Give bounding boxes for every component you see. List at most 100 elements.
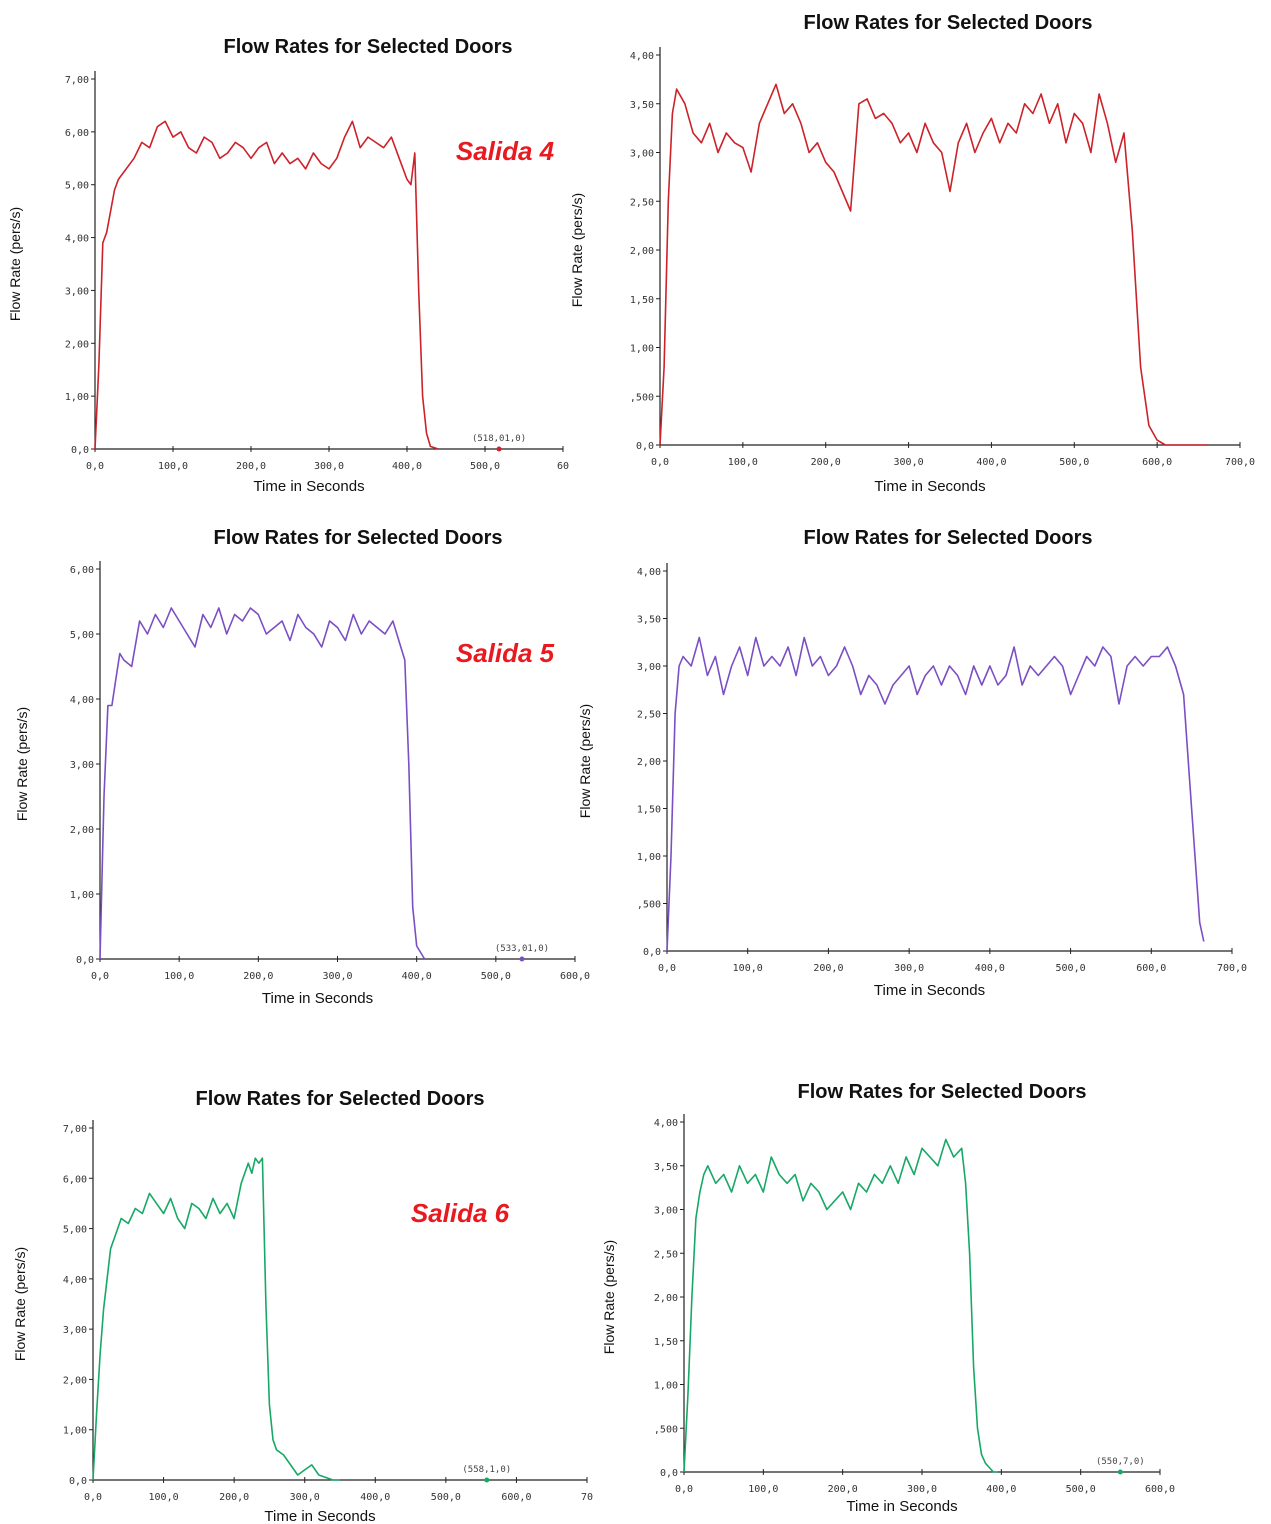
y-tick-label: 4,00 [654,1118,678,1129]
x-tick-label: 600,0 [1136,963,1166,974]
y-tick-label: 4,00 [63,1275,87,1286]
y-tick-label: 3,00 [637,662,661,673]
y-tick-label: 2,00 [630,246,654,257]
y-tick-label: ,500 [630,392,654,403]
y-tick-label: 7,00 [63,1124,87,1135]
y-tick-label: 3,00 [654,1206,678,1217]
cursor-marker-label: (518,01,0) [472,434,526,444]
x-axis-label: Time in Seconds [874,982,985,999]
y-tick-label: 1,00 [63,1426,87,1437]
y-axis-label: Flow Rate (pers/s) [577,704,593,818]
y-tick-label: 3,00 [65,286,89,297]
y-tick-label: 0,0 [636,441,654,452]
y-tick-label: ,500 [637,900,661,911]
chart-panel-4: Flow Rates for Selected Doors 0,0 100,0 200… [577,527,1247,999]
x-tick-label: 500,0 [1066,1484,1096,1495]
cursor-marker-label: (558,1,0) [462,1465,511,1475]
chart-title: Flow Rates for Selected Doors [196,1088,485,1110]
y-tick-label: 0,0 [660,1468,678,1479]
x-tick-label: 500,0 [431,1492,461,1503]
y-tick-label: 3,00 [70,760,94,771]
y-tick-label: 4,00 [65,234,89,245]
y-tick-label: 4,00 [637,567,661,578]
cursor-marker [496,446,502,452]
y-tick-label: 6,00 [70,565,94,576]
x-tick-label: 200,0 [828,1484,858,1495]
x-tick-label: 400,0 [976,457,1006,468]
y-tick-label: 2,00 [654,1293,678,1304]
y-tick-label: 2,00 [70,825,94,836]
y-tick-label: 4,00 [630,51,654,62]
y-tick-label: 1,00 [637,852,661,863]
x-tick-label: 300,0 [894,963,924,974]
x-tick-label: 400,0 [392,461,422,472]
y-tick-label: 3,00 [630,149,654,160]
exit-annotation: Salida 4 [456,136,555,166]
x-tick-label: 300,0 [314,461,344,472]
y-axis-label: Flow Rate (pers/s) [14,707,30,821]
x-tick-label: 60 [557,461,569,472]
x-axis-label: Time in Seconds [874,478,985,495]
x-tick-label: 600,0 [560,971,590,982]
y-tick-label: 7,00 [65,75,89,86]
y-tick-label: 5,00 [70,630,94,641]
y-tick-label: 2,00 [65,339,89,350]
y-tick-label: 5,00 [63,1225,87,1236]
chart-panel-5: Flow Rates for Selected Doors 0,0 100,0 200… [12,1088,593,1524]
series-line [94,120,439,450]
x-tick-label: 0,0 [675,1484,693,1495]
y-tick-label: 1,50 [637,805,661,816]
cursor-marker [484,1477,490,1483]
y-tick-label: ,500 [654,1424,678,1435]
x-tick-label: 0,0 [658,963,676,974]
x-tick-label: 600,0 [1145,1484,1175,1495]
y-tick-label: 0,0 [76,955,94,966]
x-tick-label: 400,0 [986,1484,1016,1495]
x-tick-label: 100,0 [158,461,188,472]
y-tick-label: 6,00 [63,1174,87,1185]
x-tick-label: 700,0 [1217,963,1247,974]
x-tick-label: 200,0 [813,963,843,974]
y-tick-label: 3,50 [637,615,661,626]
series-line [99,607,426,960]
cursor-marker-label: (550,7,0) [1096,1457,1145,1467]
x-tick-label: 500,0 [1059,457,1089,468]
chart-title: Flow Rates for Selected Doors [804,12,1093,34]
cursor-marker-label: (533,01,0) [495,944,549,954]
x-tick-label: 70 [581,1492,593,1503]
series-line [92,1157,340,1481]
x-tick-label: 600,0 [501,1492,531,1503]
y-tick-label: 1,00 [65,392,89,403]
x-tick-label: 300,0 [907,1484,937,1495]
y-axis-label: Flow Rate (pers/s) [12,1247,28,1361]
x-tick-label: 300,0 [290,1492,320,1503]
x-tick-label: 400,0 [402,971,432,982]
y-tick-label: 0,0 [69,1476,87,1487]
x-tick-label: 100,0 [149,1492,179,1503]
chart-panel-1: Flow Rates for Selected Doors 0,0 100,0 200… [7,36,569,495]
exit-annotation: Salida 5 [456,638,555,668]
y-axis-label: Flow Rate (pers/s) [601,1240,617,1354]
y-tick-label: 2,50 [654,1249,678,1260]
x-tick-label: 200,0 [811,457,841,468]
chart-title: Flow Rates for Selected Doors [214,527,503,549]
x-tick-label: 400,0 [360,1492,390,1503]
x-tick-label: 0,0 [91,971,109,982]
x-tick-label: 700,0 [1225,457,1255,468]
chart-title: Flow Rates for Selected Doors [798,1081,1087,1103]
y-tick-label: 0,0 [71,445,89,456]
series-line [666,636,1205,952]
chart-panel-3: Flow Rates for Selected Doors 0,0 100,0 200… [14,527,590,1007]
y-tick-label: 2,50 [637,710,661,721]
x-tick-label: 300,0 [894,457,924,468]
x-tick-label: 100,0 [164,971,194,982]
x-tick-label: 100,0 [733,963,763,974]
y-tick-label: 1,50 [630,295,654,306]
series-line [659,83,1207,446]
y-tick-label: 3,50 [630,100,654,111]
x-tick-label: 200,0 [219,1492,249,1503]
y-axis-label: Flow Rate (pers/s) [7,207,23,321]
x-tick-label: 500,0 [481,971,511,982]
y-axis-label: Flow Rate (pers/s) [569,193,585,307]
x-tick-label: 500,0 [470,461,500,472]
